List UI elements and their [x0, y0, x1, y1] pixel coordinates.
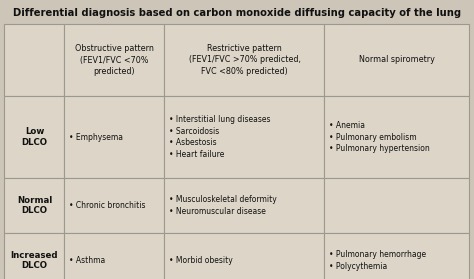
Bar [64, 24, 164, 96]
Bar [164, 24, 325, 96]
Bar [0, 0, 474, 24]
Text: • Chronic bronchitis: • Chronic bronchitis [70, 201, 146, 210]
Text: • Pulmonary hemorrhage
• Polycythemia: • Pulmonary hemorrhage • Polycythemia [329, 250, 427, 271]
Bar [325, 233, 470, 279]
Bar [4, 24, 64, 96]
Bar [64, 233, 164, 279]
Bar [64, 178, 164, 233]
Bar [164, 178, 325, 233]
Bar [325, 96, 470, 178]
Bar [325, 24, 470, 96]
Bar [164, 233, 325, 279]
Text: • Interstitial lung diseases
• Sarcoidosis
• Asbestosis
• Heart failure: • Interstitial lung diseases • Sarcoidos… [170, 115, 271, 159]
Bar [64, 96, 164, 178]
Text: Normal
DLCO: Normal DLCO [17, 196, 52, 215]
Text: Normal spirometry: Normal spirometry [359, 56, 435, 64]
Bar [4, 96, 64, 178]
Bar [164, 96, 325, 178]
Bar [325, 178, 470, 233]
Text: Restrictive pattern
(FEV1/FVC >70% predicted,
FVC <80% predicted): Restrictive pattern (FEV1/FVC >70% predi… [189, 44, 301, 76]
Text: Obstructive pattern
(FEV1/FVC <70%
predicted): Obstructive pattern (FEV1/FVC <70% predi… [75, 44, 154, 76]
Text: • Anemia
• Pulmonary embolism
• Pulmonary hypertension: • Anemia • Pulmonary embolism • Pulmonar… [329, 121, 430, 153]
Text: • Musculoskeletal deformity
• Neuromuscular disease: • Musculoskeletal deformity • Neuromuscu… [170, 195, 277, 216]
Text: Low
DLCO: Low DLCO [21, 127, 47, 147]
Text: Differential diagnosis based on carbon monoxide diffusing capacity of the lung: Differential diagnosis based on carbon m… [13, 8, 461, 18]
Bar [4, 178, 64, 233]
Text: • Asthma: • Asthma [70, 256, 106, 265]
Text: • Morbid obesity: • Morbid obesity [170, 256, 233, 265]
Text: Increased
DLCO: Increased DLCO [11, 251, 58, 270]
Bar [4, 233, 64, 279]
Text: • Emphysema: • Emphysema [70, 133, 124, 141]
